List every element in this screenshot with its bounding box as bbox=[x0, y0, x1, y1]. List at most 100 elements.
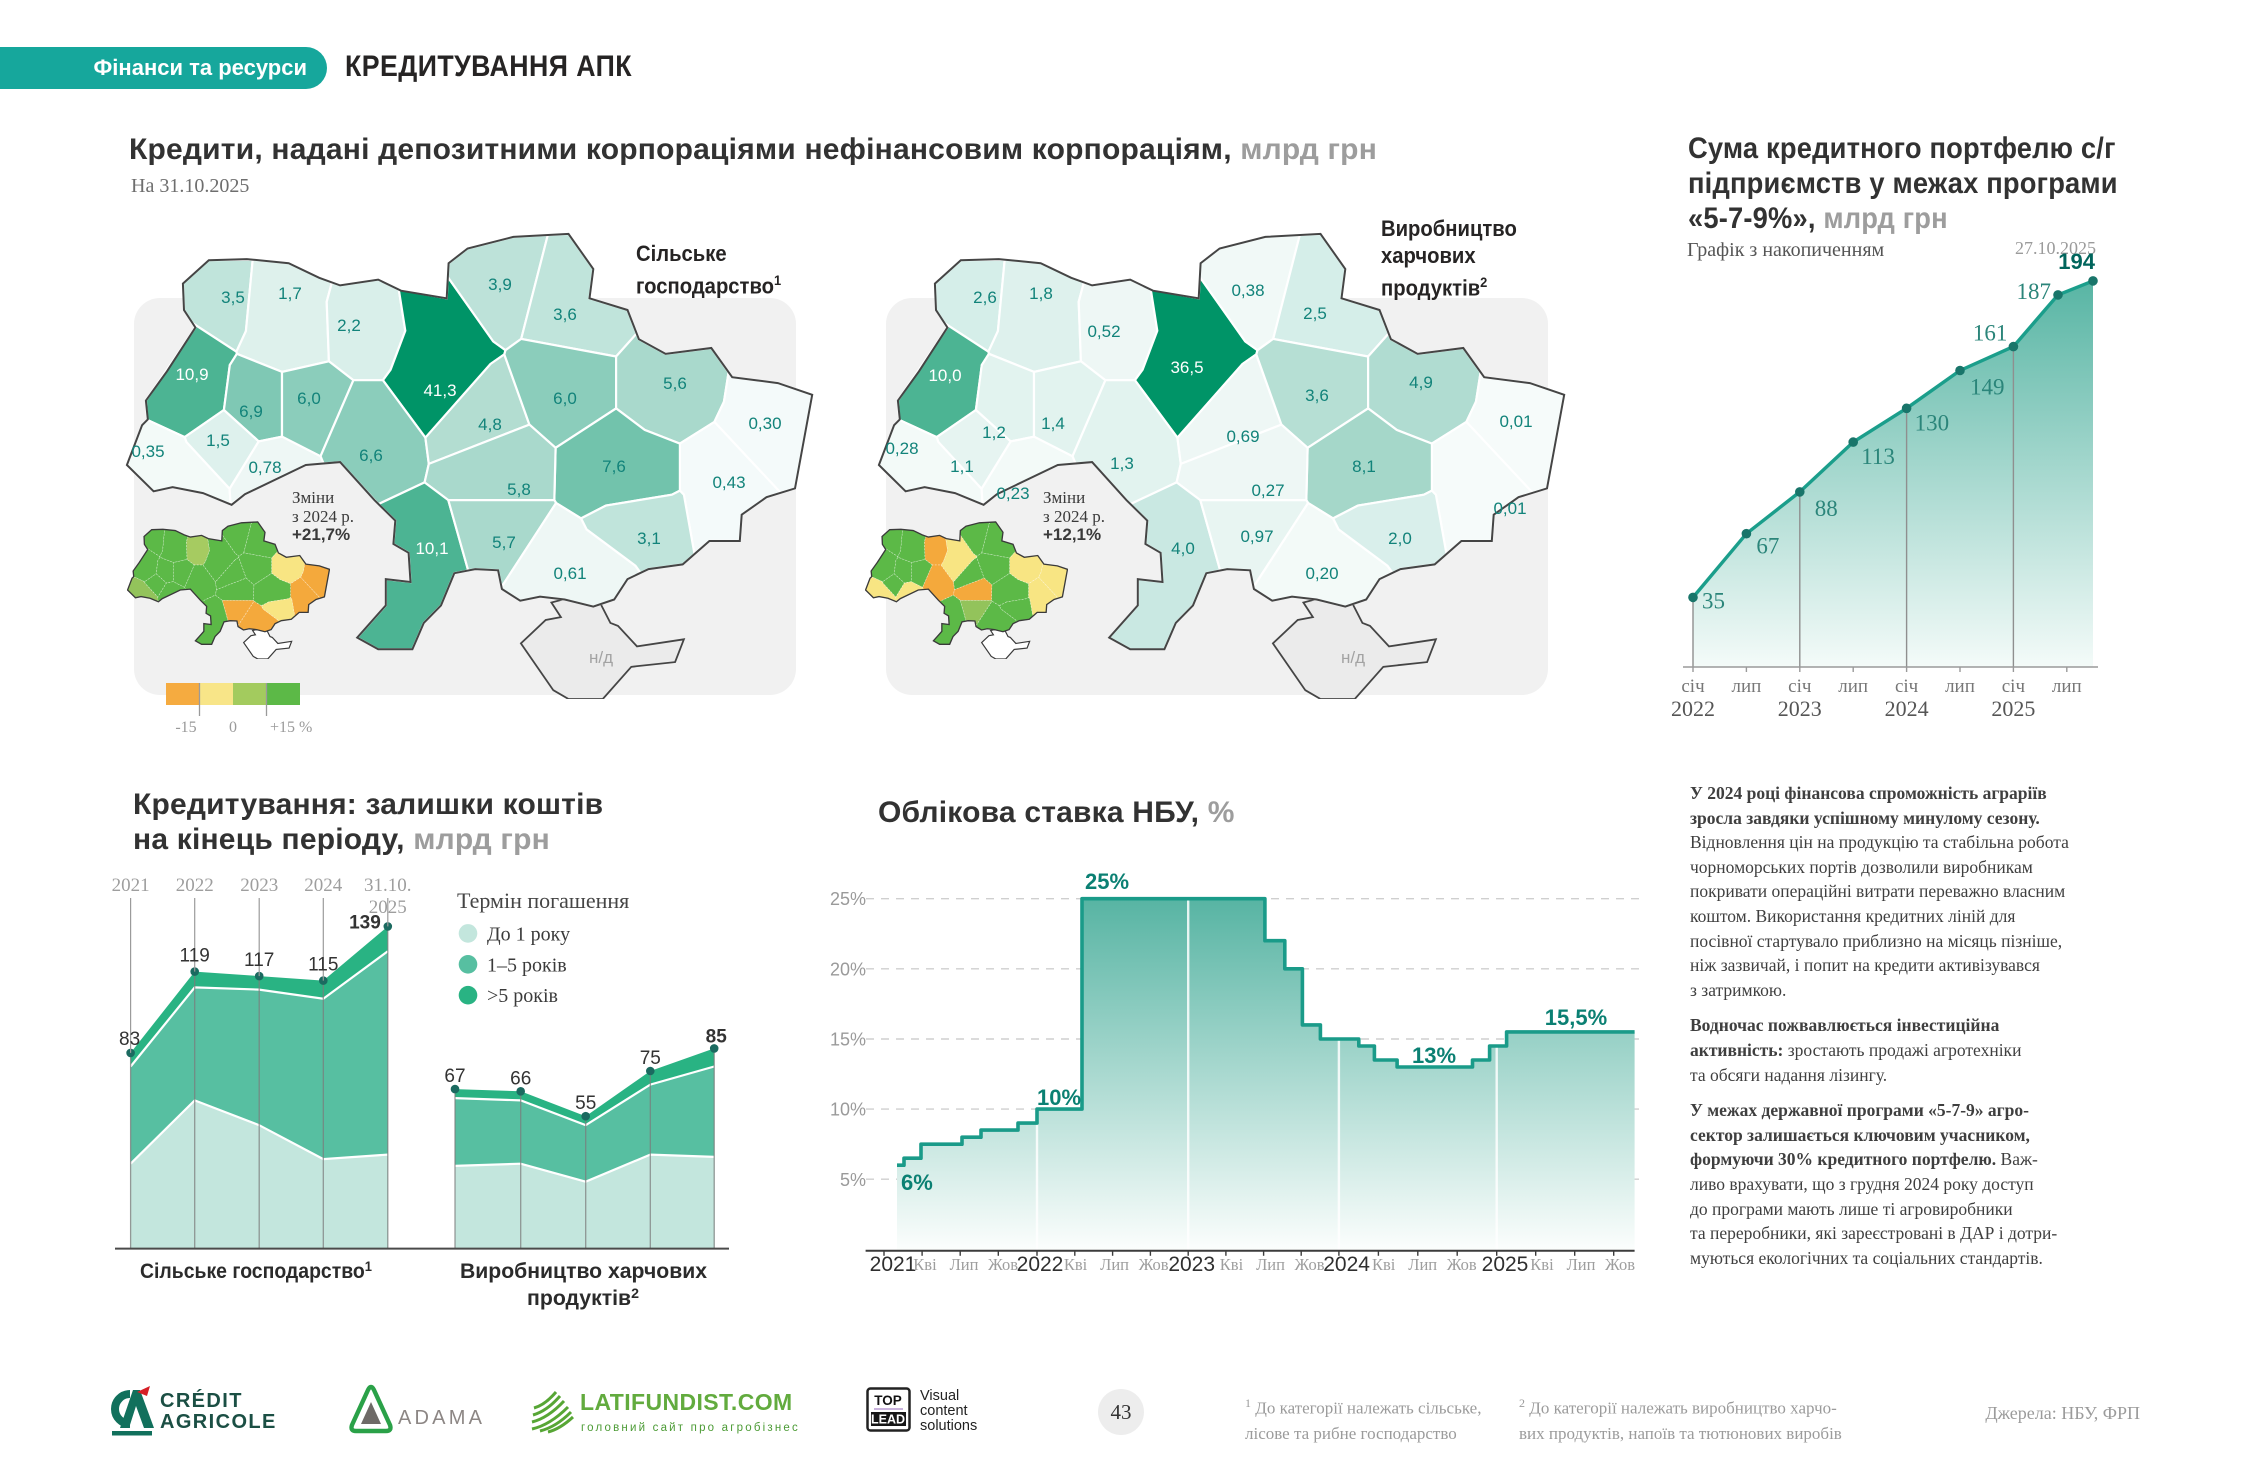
svg-text:15%: 15% bbox=[830, 1030, 866, 1050]
svg-text:0: 0 bbox=[229, 719, 237, 736]
svg-text:0,43: 0,43 bbox=[712, 473, 745, 492]
svg-text:88: 88 bbox=[1815, 496, 1838, 521]
svg-text:194: 194 bbox=[2058, 249, 2095, 274]
svg-text:10,9: 10,9 bbox=[175, 365, 208, 384]
svg-text:січ: січ bbox=[1788, 676, 1812, 697]
svg-text:55: 55 bbox=[575, 1093, 596, 1114]
svg-text:25%: 25% bbox=[1085, 869, 1129, 894]
svg-text:25%: 25% bbox=[830, 889, 866, 909]
svg-text:лип: лип bbox=[1945, 676, 1975, 697]
svg-text:6,0: 6,0 bbox=[553, 389, 577, 408]
svg-text:2021: 2021 bbox=[112, 875, 150, 896]
svg-text:AGRICOLE: AGRICOLE bbox=[160, 1411, 277, 1433]
svg-text:1,7: 1,7 bbox=[278, 284, 302, 303]
svg-text:2023: 2023 bbox=[1168, 1253, 1215, 1276]
svg-text:січ: січ bbox=[1895, 676, 1919, 697]
svg-text:10%: 10% bbox=[1037, 1085, 1081, 1110]
svg-text:85: 85 bbox=[706, 1026, 728, 1047]
svg-text:0,52: 0,52 bbox=[1087, 322, 1120, 341]
svg-text:content: content bbox=[920, 1403, 968, 1419]
svg-text:130: 130 bbox=[1915, 410, 1950, 435]
svg-text:Кві: Кві bbox=[1530, 1255, 1554, 1274]
svg-text:187: 187 bbox=[2017, 279, 2052, 304]
svg-text:2022: 2022 bbox=[176, 875, 214, 896]
svg-text:Жов: Жов bbox=[1139, 1255, 1169, 1274]
svg-text:-15: -15 bbox=[175, 719, 196, 736]
svg-text:До 1 року: До 1 року bbox=[487, 923, 570, 945]
svg-text:Жов: Жов bbox=[1295, 1255, 1325, 1274]
svg-text:2024: 2024 bbox=[304, 875, 343, 896]
svg-text:6,0: 6,0 bbox=[297, 389, 321, 408]
svg-text:15,5%: 15,5% bbox=[1545, 1005, 1607, 1030]
svg-text:1,8: 1,8 bbox=[1029, 284, 1053, 303]
svg-text:Жов: Жов bbox=[1605, 1255, 1635, 1274]
svg-text:Лип: Лип bbox=[950, 1255, 979, 1274]
svg-text:LATIFUNDIST.COM: LATIFUNDIST.COM bbox=[580, 1389, 793, 1415]
svg-text:Термін погашення: Термін погашення bbox=[457, 888, 629, 913]
svg-text:2,5: 2,5 bbox=[1303, 304, 1327, 323]
svg-text:січ: січ bbox=[2002, 676, 2026, 697]
svg-text:1,1: 1,1 bbox=[950, 457, 974, 476]
svg-text:головний сайт про агробізнес: головний сайт про агробізнес bbox=[581, 1422, 800, 1434]
svg-text:149: 149 bbox=[1970, 375, 2005, 400]
svg-text:1,4: 1,4 bbox=[1041, 414, 1065, 433]
svg-text:Кві: Кві bbox=[1064, 1255, 1088, 1274]
svg-text:5,8: 5,8 bbox=[507, 480, 531, 499]
svg-text:Visual: Visual bbox=[920, 1388, 959, 1404]
svg-text:2022: 2022 bbox=[1017, 1253, 1064, 1276]
svg-text:Кві: Кві bbox=[1372, 1255, 1396, 1274]
svg-text:6,6: 6,6 bbox=[359, 446, 383, 465]
svg-text:6%: 6% bbox=[901, 1170, 933, 1195]
svg-text:Жов: Жов bbox=[988, 1255, 1018, 1274]
svg-text:0,27: 0,27 bbox=[1251, 481, 1284, 500]
svg-text:LEAD: LEAD bbox=[871, 1413, 905, 1427]
svg-text:75: 75 bbox=[640, 1048, 661, 1069]
svg-text:н/д: н/д bbox=[1341, 648, 1365, 667]
svg-text:0,61: 0,61 bbox=[553, 564, 586, 583]
svg-text:1,3: 1,3 bbox=[1110, 454, 1134, 473]
svg-text:35: 35 bbox=[1702, 588, 1725, 613]
svg-text:2,6: 2,6 bbox=[973, 288, 997, 307]
svg-text:0,23: 0,23 bbox=[996, 484, 1029, 503]
svg-text:лип: лип bbox=[2052, 676, 2082, 697]
svg-text:161: 161 bbox=[1973, 321, 2008, 346]
svg-text:119: 119 bbox=[180, 946, 210, 967]
svg-text:5%: 5% bbox=[840, 1170, 866, 1190]
svg-text:Лип: Лип bbox=[1567, 1255, 1596, 1274]
svg-text:Кві: Кві bbox=[1220, 1255, 1244, 1274]
svg-text:3,6: 3,6 bbox=[553, 305, 577, 324]
svg-text:3,9: 3,9 bbox=[488, 275, 512, 294]
svg-text:139: 139 bbox=[349, 912, 381, 933]
svg-text:8,1: 8,1 bbox=[1352, 457, 1376, 476]
svg-text:Виробництво харчових: Виробництво харчових bbox=[460, 1260, 707, 1283]
svg-text:2,0: 2,0 bbox=[1388, 529, 1412, 548]
svg-text:0,97: 0,97 bbox=[1240, 527, 1273, 546]
svg-text:36,5: 36,5 bbox=[1170, 358, 1203, 377]
svg-text:117: 117 bbox=[244, 950, 274, 971]
svg-text:4,0: 4,0 bbox=[1171, 539, 1195, 558]
svg-text:83: 83 bbox=[119, 1029, 140, 1050]
svg-text:продуктів2: продуктів2 bbox=[527, 1285, 639, 1310]
svg-text:115: 115 bbox=[308, 955, 338, 976]
svg-text:1–5 років: 1–5 років bbox=[487, 954, 567, 976]
svg-text:TOP: TOP bbox=[874, 1393, 902, 1408]
svg-text:0,78: 0,78 bbox=[248, 458, 281, 477]
svg-text:5,7: 5,7 bbox=[492, 533, 516, 552]
svg-text:3,5: 3,5 bbox=[221, 288, 245, 307]
svg-text:3,1: 3,1 bbox=[637, 529, 661, 548]
svg-text:113: 113 bbox=[1861, 444, 1895, 469]
svg-text:0,38: 0,38 bbox=[1231, 281, 1264, 300]
svg-text:67: 67 bbox=[444, 1066, 465, 1087]
svg-text:7,6: 7,6 bbox=[602, 457, 626, 476]
svg-text:Жов: Жов bbox=[1447, 1255, 1477, 1274]
svg-text:0,28: 0,28 bbox=[885, 439, 918, 458]
svg-text:2021: 2021 bbox=[870, 1253, 917, 1276]
svg-text:ADAMA: ADAMA bbox=[398, 1407, 485, 1429]
svg-text:2025: 2025 bbox=[1482, 1253, 1529, 1276]
svg-text:Лип: Лип bbox=[1408, 1255, 1437, 1274]
svg-text:13%: 13% bbox=[1412, 1043, 1456, 1068]
svg-text:Кві: Кві bbox=[913, 1255, 937, 1274]
svg-text:2,2: 2,2 bbox=[337, 316, 361, 335]
svg-text:>5 років: >5 років bbox=[487, 985, 558, 1007]
svg-text:6,9: 6,9 bbox=[239, 402, 263, 421]
